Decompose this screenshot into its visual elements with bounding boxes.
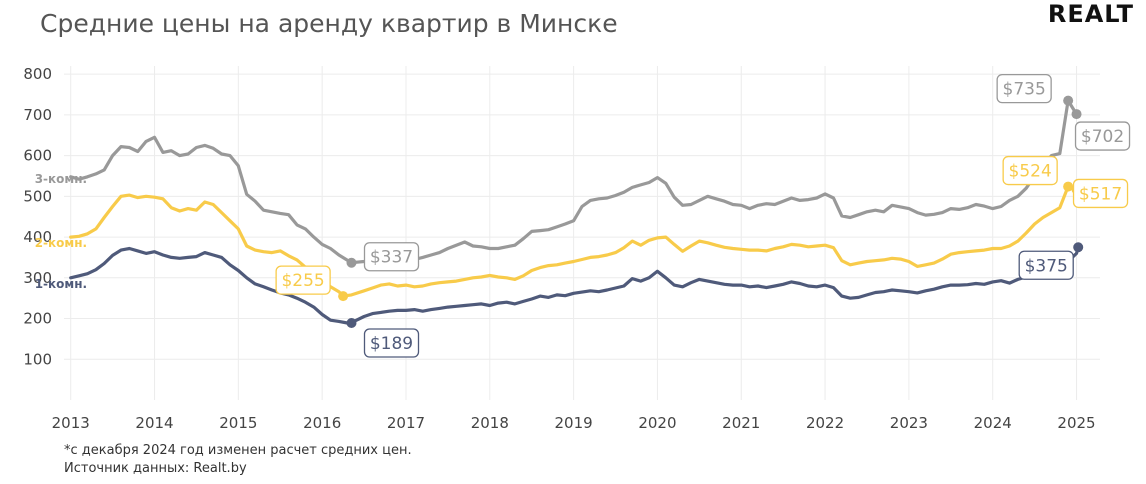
x-tick-label: 2019 <box>555 414 593 432</box>
value-callouts: $189 $375 $255 $524 $517 $337 $735 $702 <box>275 73 1131 358</box>
x-tick-label: 2013 <box>52 414 90 432</box>
x-tick-label: 2024 <box>974 414 1012 432</box>
callout-dot <box>338 291 349 302</box>
callout-value: $702 <box>1081 127 1124 147</box>
series-line-one_room <box>69 245 1080 325</box>
y-tick-label: 100 <box>23 350 52 368</box>
x-tick-label: 2020 <box>638 414 676 432</box>
callout-box <box>1074 121 1131 151</box>
x-tick-label: 2014 <box>135 414 173 432</box>
callout-value: $524 <box>1009 162 1052 182</box>
series-label-two_room: 2-комн. <box>35 236 87 250</box>
series-line-two_room <box>69 185 1079 298</box>
y-tick-label: 700 <box>23 106 52 124</box>
callout-value: $337 <box>370 248 413 268</box>
y-axis-ticks: 100 200 300 400 500 600 700 800 <box>23 65 52 368</box>
callout-value: $517 <box>1079 184 1122 204</box>
callout-value: $255 <box>281 271 324 291</box>
footnote: *с декабря 2024 год изменен расчет средн… <box>64 443 412 458</box>
y-tick-label: 200 <box>23 310 52 328</box>
x-tick-label: 2022 <box>806 414 844 432</box>
callout-dot <box>346 257 357 268</box>
callout-box <box>363 242 420 272</box>
x-tick-label: 2023 <box>890 414 928 432</box>
x-tick-label: 2015 <box>219 414 257 432</box>
x-tick-label: 2021 <box>722 414 760 432</box>
callout-dot <box>1063 181 1074 192</box>
y-tick-label: 400 <box>23 228 52 246</box>
realt-logo: REALT <box>1048 0 1134 28</box>
callout-value: $375 <box>1025 256 1068 276</box>
x-tick-label: 2025 <box>1057 414 1095 432</box>
series-label-three_room: 3-комн. <box>35 172 87 186</box>
callout-value: $735 <box>1003 80 1046 100</box>
y-tick-label: 600 <box>23 147 52 165</box>
series-line-three_room <box>69 99 1079 265</box>
callout-dot <box>1073 242 1084 253</box>
callout-box <box>1002 155 1058 186</box>
series-labels: 1-комн. 2-комн. 3-комн. <box>35 172 87 291</box>
x-tick-label: 2017 <box>387 414 425 432</box>
series-lines <box>69 99 1080 325</box>
chart-title: Средние цены на аренду квартир в Минске <box>40 9 618 38</box>
callout-dot <box>1063 95 1074 106</box>
grid <box>64 66 1100 400</box>
x-tick-label: 2016 <box>303 414 341 432</box>
callout-box <box>1072 178 1129 209</box>
callout-dot <box>346 318 357 329</box>
source-note: Источник данных: Realt.by <box>64 461 247 476</box>
y-tick-label: 500 <box>23 187 52 205</box>
y-tick-label: 800 <box>23 65 52 83</box>
callout-box <box>996 73 1052 104</box>
y-tick-label: 300 <box>23 269 52 287</box>
callout-dot <box>1071 109 1082 120</box>
callout-box <box>275 265 331 295</box>
series-label-one_room: 1-комн. <box>35 277 87 291</box>
callout-box <box>363 328 420 358</box>
callout-value: $189 <box>370 334 413 354</box>
x-axis-ticks: 2013 2014 2015 2016 2017 2018 2019 2020 2021 2022… <box>52 414 1096 432</box>
callout-box <box>1018 250 1074 280</box>
x-tick-label: 2018 <box>471 414 509 432</box>
